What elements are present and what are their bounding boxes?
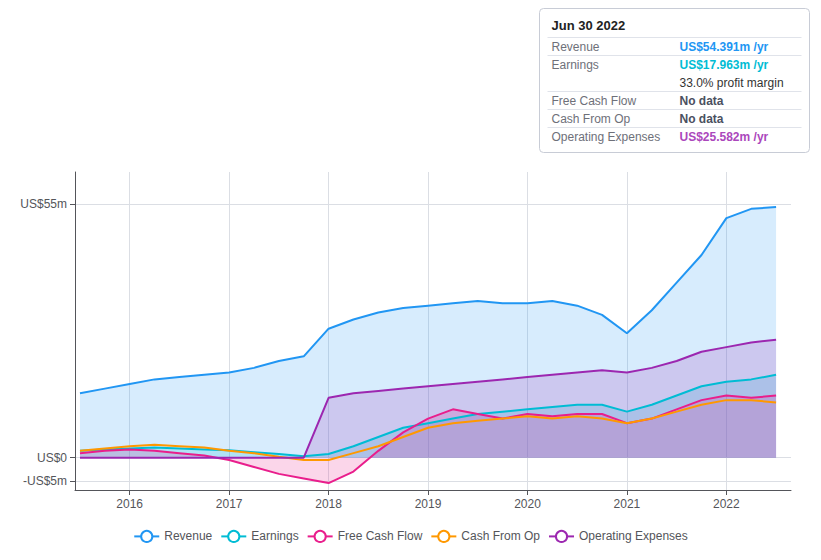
svg-text:Revenue: Revenue bbox=[164, 529, 212, 543]
svg-text:2017: 2017 bbox=[216, 497, 243, 511]
svg-text:2018: 2018 bbox=[315, 497, 342, 511]
svg-text:Revenue: Revenue bbox=[552, 40, 600, 54]
svg-text:Free Cash Flow: Free Cash Flow bbox=[552, 94, 637, 108]
svg-text:Free Cash Flow: Free Cash Flow bbox=[338, 529, 423, 543]
svg-text:2019: 2019 bbox=[415, 497, 442, 511]
svg-text:No data: No data bbox=[680, 112, 724, 126]
svg-text:Operating Expenses: Operating Expenses bbox=[579, 529, 688, 543]
svg-text:US$54.391m /yr: US$54.391m /yr bbox=[680, 40, 769, 54]
svg-text:Operating Expenses: Operating Expenses bbox=[552, 130, 661, 144]
svg-text:Jun 30 2022: Jun 30 2022 bbox=[552, 18, 626, 33]
svg-text:No data: No data bbox=[680, 94, 724, 108]
svg-text:Cash From Op: Cash From Op bbox=[461, 529, 540, 543]
svg-text:2022: 2022 bbox=[713, 497, 740, 511]
svg-text:2020: 2020 bbox=[514, 497, 541, 511]
svg-text:2016: 2016 bbox=[116, 497, 143, 511]
svg-text:-US$5m: -US$5m bbox=[23, 474, 67, 488]
svg-text:Cash From Op: Cash From Op bbox=[552, 112, 631, 126]
svg-text:US$17.963m /yr: US$17.963m /yr bbox=[680, 58, 769, 72]
svg-text:Earnings: Earnings bbox=[552, 58, 599, 72]
svg-text:US$55m: US$55m bbox=[20, 197, 67, 211]
svg-text:33.0% profit margin: 33.0% profit margin bbox=[680, 76, 784, 90]
svg-text:US$0: US$0 bbox=[37, 451, 67, 465]
svg-text:Earnings: Earnings bbox=[251, 529, 298, 543]
svg-text:US$25.582m /yr: US$25.582m /yr bbox=[680, 130, 769, 144]
svg-text:2021: 2021 bbox=[614, 497, 641, 511]
